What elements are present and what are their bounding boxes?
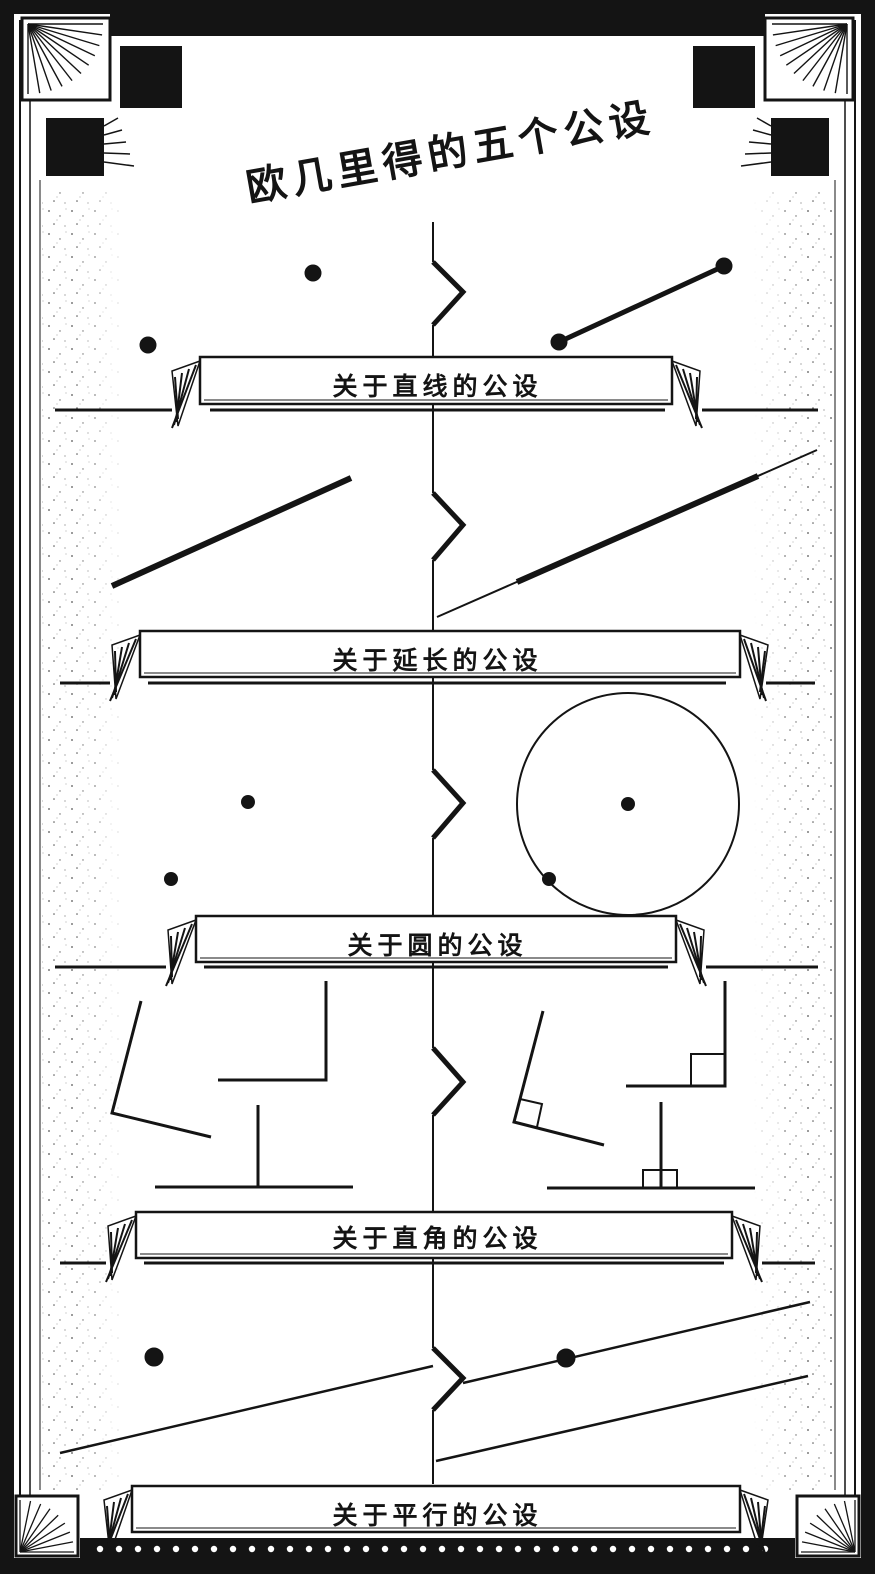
angle-mark-6 (642, 1169, 678, 1188)
banner-3 (165, 914, 707, 987)
radius-point (164, 872, 178, 886)
point-a (139, 336, 157, 354)
postulate-3-figure (164, 692, 740, 916)
banner-label-circle: 关于圆的公设 (347, 931, 528, 960)
right-angle-2 (218, 981, 328, 1082)
connecting-segment (557, 263, 726, 345)
corner-ornaments (14, 16, 861, 1558)
banner-4 (105, 1210, 763, 1283)
angle-mark-4 (519, 1098, 544, 1128)
point-b (304, 264, 322, 282)
section-dividers (55, 408, 818, 1265)
point-on-parallel (556, 1348, 576, 1368)
given-line-copy (435, 1374, 809, 1463)
postulate-2-figure (110, 449, 818, 618)
segment-endpoint-b (715, 257, 733, 275)
banner-label-parallel: 关于平行的公设 (332, 1501, 543, 1530)
circle-point (542, 872, 556, 886)
banner-1 (171, 355, 703, 429)
banner-label-extension: 关于延长的公设 (332, 646, 543, 675)
postulate-4-figure (110, 981, 755, 1190)
center-point (241, 795, 255, 809)
banner-ribbons (103, 355, 769, 1557)
parallel-line (462, 1300, 811, 1385)
outside-point (144, 1347, 164, 1367)
drawn-circle (516, 692, 740, 916)
banner-label-right-angle: 关于直角的公设 (332, 1224, 543, 1253)
original-segment (515, 473, 760, 585)
right-angle-1 (110, 1000, 212, 1139)
banner-2 (109, 629, 769, 702)
circle-center (621, 797, 635, 811)
bottom-dot-strip (80, 1538, 795, 1560)
given-line (59, 1364, 434, 1455)
right-angle-4 (512, 1010, 605, 1147)
speckle-texture (42, 190, 834, 1490)
angle-mark-5 (690, 1053, 725, 1086)
right-angle-5 (626, 981, 727, 1088)
banner-label-straight-line: 关于直线的公设 (332, 372, 543, 401)
banner-5 (103, 1484, 769, 1557)
segment-endpoint-a (550, 333, 568, 351)
finite-segment (110, 475, 353, 589)
postulate-5-figure (59, 1300, 811, 1463)
postulate-1-figure (139, 257, 733, 354)
